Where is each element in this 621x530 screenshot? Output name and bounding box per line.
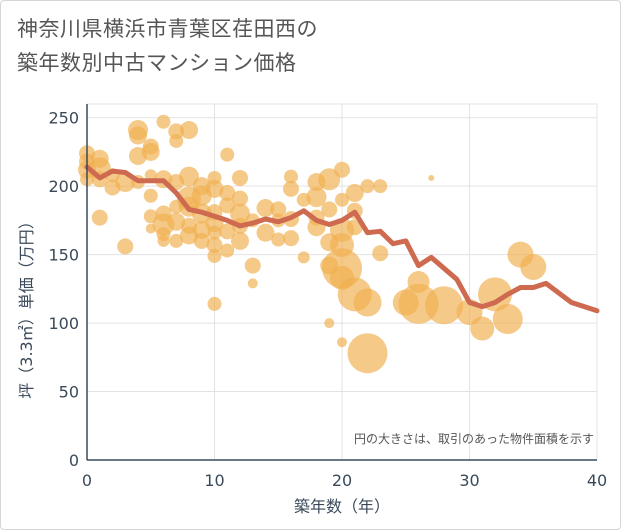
y-tick-label: 150 xyxy=(48,246,79,265)
bubble-point xyxy=(256,199,275,218)
bubble-point xyxy=(334,161,350,178)
bubble-point xyxy=(157,234,170,247)
bubble-point xyxy=(297,251,310,264)
bubble-point xyxy=(206,237,223,254)
bubble-point xyxy=(492,303,523,334)
x-axis-title: 築年数（年） xyxy=(294,497,390,516)
y-tick-label: 200 xyxy=(48,177,79,196)
bubble-point xyxy=(335,192,349,207)
bubble-point xyxy=(180,121,198,140)
bubble-point xyxy=(230,203,250,224)
axes: 0 50 100 150 200 250 0 10 20 30 40 xyxy=(48,104,607,490)
bubble-point xyxy=(306,187,327,208)
y-tick-label: 100 xyxy=(48,314,79,333)
x-tick-label: 10 xyxy=(204,471,224,490)
bubble-point xyxy=(219,223,236,240)
bubble-point xyxy=(207,296,222,311)
y-axis-title: 坪（3.3㎡）単価（万円） xyxy=(17,213,36,398)
bubble-point xyxy=(270,201,287,218)
bubble-point xyxy=(205,179,224,198)
bubble-point xyxy=(169,233,184,248)
bubble-point xyxy=(141,142,160,161)
bubble-point xyxy=(207,225,222,240)
bubble-point xyxy=(373,179,388,194)
bubble-point xyxy=(372,245,389,262)
bubble-point xyxy=(91,209,108,226)
y-tick-label: 50 xyxy=(59,383,79,402)
bubble-point xyxy=(207,248,222,263)
bubble-point xyxy=(244,257,261,274)
bubble-point xyxy=(167,212,186,231)
bubble-point xyxy=(337,337,347,348)
bubble-point xyxy=(193,232,210,249)
bubble-series xyxy=(78,114,547,374)
x-tick-label: 0 xyxy=(82,471,92,490)
bubble-point xyxy=(520,253,547,280)
bubble-point xyxy=(324,318,335,329)
bubble-point xyxy=(347,333,388,374)
bubble-point xyxy=(318,168,341,191)
x-tick-label: 20 xyxy=(332,471,352,490)
y-tick-label: 250 xyxy=(48,109,79,128)
bubble-point xyxy=(220,147,235,162)
bubble-point xyxy=(256,223,275,242)
bubble-point xyxy=(284,169,298,184)
bubble-point xyxy=(231,231,249,250)
title-line-1: 神奈川県横浜市青葉区荏田西の xyxy=(17,17,318,41)
bubble-point xyxy=(321,201,338,218)
bubble-size-note: 円の大きさは、取引のあった物件面積を示す xyxy=(354,431,594,446)
bubble-point xyxy=(247,278,258,289)
bubble-point xyxy=(156,114,171,129)
bubble-point xyxy=(283,180,299,197)
bubble-point xyxy=(353,288,382,317)
bubble-point xyxy=(169,133,184,148)
bubble-point xyxy=(360,179,375,194)
bubble-point xyxy=(345,184,364,202)
bubble-point xyxy=(219,185,236,201)
y-tick-label: 0 xyxy=(69,451,79,470)
bubble-point xyxy=(117,238,134,255)
page-title: 神奈川県横浜市青葉区荏田西の 築年数別中古マンション価格 xyxy=(17,12,318,80)
x-tick-label: 40 xyxy=(587,471,607,490)
bubble-point xyxy=(143,188,158,203)
bubble-point xyxy=(271,232,286,247)
bubble-point xyxy=(220,243,235,258)
bubble-point xyxy=(232,190,248,207)
bubble-point xyxy=(179,166,199,187)
bubble-point xyxy=(428,174,435,181)
bubble-point xyxy=(425,286,463,325)
bubble-point xyxy=(283,230,299,247)
bubble-point xyxy=(129,126,147,145)
title-line-2: 築年数別中古マンション価格 xyxy=(17,51,297,75)
average-price-line xyxy=(84,164,600,314)
bubble-point xyxy=(470,316,495,341)
bubble-point xyxy=(232,169,248,186)
average-line-series xyxy=(84,164,600,314)
x-tick-label: 30 xyxy=(459,471,479,490)
